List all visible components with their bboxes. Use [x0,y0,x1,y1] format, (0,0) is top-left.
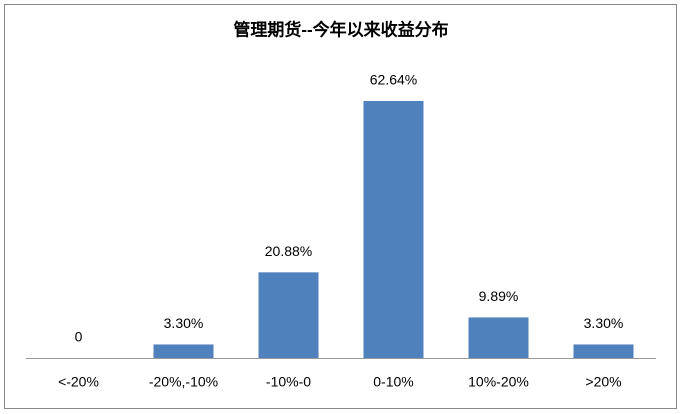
bar [468,317,529,358]
bar [573,344,634,358]
value-label: 20.88% [265,243,312,259]
value-label: 0 [75,329,83,345]
chart-title: 管理期货--今年以来收益分布 [233,19,448,39]
value-label: 62.64% [370,72,417,88]
x-tick-label: -20%,-10% [149,374,218,390]
x-tick-label: <-20% [58,374,99,390]
value-label: 3.30% [584,315,624,331]
bar [258,272,319,358]
x-tick-label: >20% [585,374,621,390]
x-tick-label: -10%-0 [266,374,311,390]
chart-border [4,4,677,409]
x-tick-label: 10%-20% [468,374,529,390]
bar [363,101,424,358]
bar [153,344,214,358]
x-tick-label: 0-10% [373,374,413,390]
value-label: 3.30% [164,315,204,331]
value-label: 9.89% [479,288,519,304]
